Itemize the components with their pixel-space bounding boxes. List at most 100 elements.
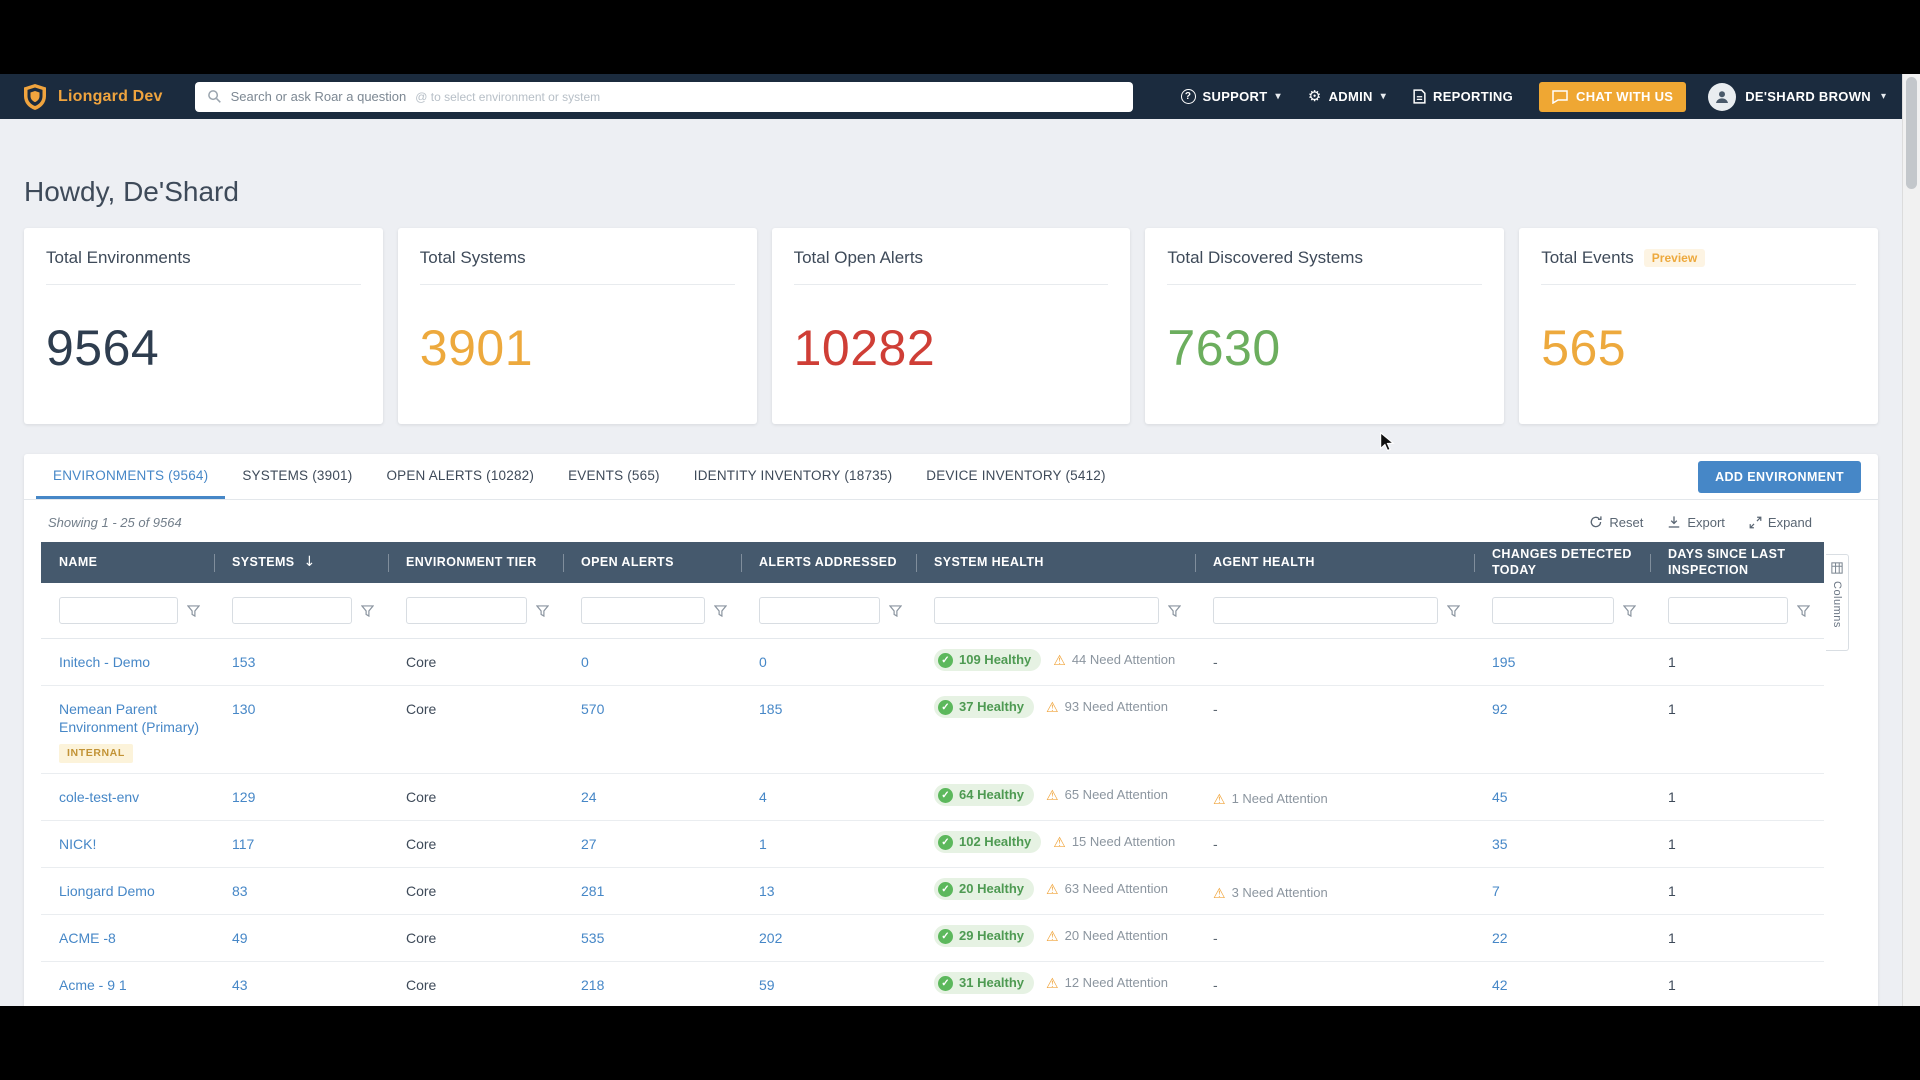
stat-cards: Total Environments 9564 Total Systems 39… [24,228,1878,424]
systems-count-link[interactable]: 117 [232,836,255,853]
changes-detected-link[interactable]: 7 [1492,883,1500,900]
tab-systems[interactable]: SYSTEMS (3901) [242,467,353,483]
column-header-days-since-inspection[interactable]: DAYS SINCE LAST INSPECTION [1650,542,1824,583]
environment-name-link[interactable]: cole-test-env [59,789,140,806]
systems-count-link[interactable]: 153 [232,654,256,671]
caret-down-icon: ▾ [1380,91,1387,102]
scrollbar[interactable] [1902,74,1920,1006]
alerts-addressed-link[interactable]: 59 [759,977,775,994]
open-alerts-link[interactable]: 535 [581,930,605,947]
filter-icon[interactable] [1623,605,1636,617]
warning-icon: ⚠ [1053,652,1066,669]
agent-health-cell: - [1213,977,1218,994]
alerts-addressed-link[interactable]: 185 [759,701,783,718]
alerts-addressed-link[interactable]: 1 [759,836,767,853]
column-header-name[interactable]: NAME [59,554,98,569]
system-health-filter-input[interactable] [934,597,1159,625]
stat-value: 7630 [1167,320,1281,376]
search-input[interactable]: Search or ask Roar a question @ to selec… [194,81,1133,112]
open-alerts-link[interactable]: 27 [581,836,597,853]
healthy-badge: ✓ 37 Healthy [934,696,1035,719]
open-alerts-link[interactable]: 24 [581,789,597,806]
warning-icon: ⚠ [1046,975,1059,992]
agent-health-filter-input[interactable] [1213,597,1438,625]
changes-filter-input[interactable] [1492,597,1614,625]
systems-count-link[interactable]: 49 [232,930,248,947]
column-header-systems[interactable]: SYSTEMS ↓ [214,542,388,583]
chat-with-us-button[interactable]: CHAT WITH US [1539,81,1687,112]
alerts-addressed-link[interactable]: 0 [759,654,767,671]
filter-icon[interactable] [1797,605,1810,617]
need-attention: ⚠ 65 Need Attention [1046,787,1168,804]
check-icon: ✓ [938,881,953,897]
attention-count: 3 Need Attention [1231,885,1328,901]
tab-open-alerts[interactable]: OPEN ALERTS (10282) [386,467,535,483]
alerts-addressed-link[interactable]: 13 [759,883,775,900]
environment-name-link[interactable]: NICK! [59,836,97,853]
column-header-alerts-addressed[interactable]: ALERTS ADDRESSED [741,542,916,583]
tab-environments[interactable]: ENVIRONMENTS (9564) [36,454,226,499]
open-alerts-link[interactable]: 0 [581,654,589,671]
stat-card-total-systems: Total Systems 3901 [397,228,757,424]
open-alerts-link[interactable]: 570 [581,701,605,718]
column-header-changes-detected[interactable]: CHANGES DETECTED TODAY [1474,542,1650,583]
filter-icon[interactable] [1168,605,1181,617]
environment-name-link[interactable]: ACME -8 [59,930,116,947]
systems-filter-input[interactable] [232,597,352,625]
days-since-text: 1 [1668,701,1676,718]
changes-detected-link[interactable]: 35 [1492,836,1508,853]
open-alerts-filter-input[interactable] [581,597,705,625]
agent-need-attention: ⚠ 1 Need Attention [1213,791,1328,808]
changes-detected-link[interactable]: 42 [1492,977,1508,994]
systems-count-link[interactable]: 129 [232,789,256,806]
tab-bar: ENVIRONMENTS (9564) SYSTEMS (3901) OPEN … [24,454,1878,500]
alerts-addressed-filter-input[interactable] [759,597,880,625]
filter-icon[interactable] [361,605,374,617]
environment-name-link[interactable]: Nemean Parent Environment (Primary) [59,701,200,736]
brand-name: Liongard Dev [58,87,163,105]
open-alerts-link[interactable]: 281 [581,883,605,900]
environment-name-link[interactable]: Acme - 9 1 [59,977,127,994]
days-filter-input[interactable] [1668,597,1788,625]
environment-name-link[interactable]: Liongard Demo [59,883,155,900]
filter-icon[interactable] [187,605,200,617]
changes-detected-link[interactable]: 22 [1492,930,1508,947]
environment-name-link[interactable]: Initech - Demo [59,654,151,671]
systems-count-link[interactable]: 130 [232,701,256,718]
add-environment-button[interactable]: ADD ENVIRONMENT [1698,461,1861,493]
column-header-open-alerts[interactable]: OPEN ALERTS [563,542,741,583]
days-since-text: 1 [1668,883,1676,900]
changes-detected-link[interactable]: 45 [1492,789,1508,806]
name-filter-input[interactable] [59,597,178,625]
changes-detected-link[interactable]: 195 [1492,654,1516,671]
expand-button[interactable]: Expand [1749,515,1812,530]
system-health-cell: ✓ 109 Healthy ⚠ 44 Need Attention [916,639,1195,685]
check-icon: ✓ [938,975,953,991]
tab-events[interactable]: EVENTS (565) [568,467,660,483]
changes-detected-link[interactable]: 92 [1492,701,1508,718]
export-button[interactable]: Export [1667,515,1725,530]
filter-icon[interactable] [1447,605,1460,617]
filter-icon[interactable] [536,605,549,617]
admin-menu[interactable]: ⚙ ADMIN ▾ [1308,89,1387,105]
reporting-link[interactable]: REPORTING [1413,89,1513,104]
column-header-system-health[interactable]: SYSTEM HEALTH [916,542,1195,583]
support-menu[interactable]: ? SUPPORT ▾ [1180,89,1281,104]
tab-identity-inventory[interactable]: IDENTITY INVENTORY (18735) [693,467,893,483]
open-alerts-link[interactable]: 218 [581,977,605,994]
column-header-agent-health[interactable]: AGENT HEALTH [1195,542,1474,583]
alerts-addressed-link[interactable]: 202 [759,930,783,947]
filter-icon[interactable] [889,605,902,617]
reset-button[interactable]: Reset [1589,515,1643,530]
alerts-addressed-link[interactable]: 4 [759,789,767,806]
check-icon: ✓ [938,928,953,944]
tab-device-inventory[interactable]: DEVICE INVENTORY (5412) [926,467,1106,483]
tier-filter-input[interactable] [406,597,527,625]
columns-panel-toggle[interactable]: Columns [1826,554,1849,651]
systems-count-link[interactable]: 83 [232,883,248,900]
filter-icon[interactable] [714,605,727,617]
user-menu[interactable]: DE'SHARD BROWN ▾ [1708,82,1886,111]
scrollbar-thumb[interactable] [1906,77,1917,189]
column-header-environment-tier[interactable]: ENVIRONMENT TIER [388,542,563,583]
systems-count-link[interactable]: 43 [232,977,248,994]
